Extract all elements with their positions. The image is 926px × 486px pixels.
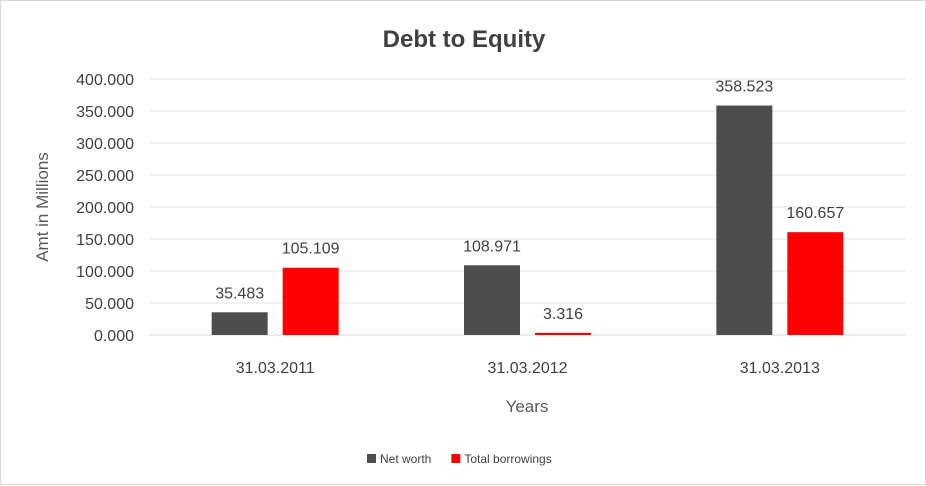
y-tick-label: 250.000 <box>76 168 134 185</box>
bar-total-borrowings <box>535 332 591 335</box>
data-label: 3.316 <box>543 306 583 323</box>
legend-label: Net worth <box>380 452 431 466</box>
x-axis-label: Years <box>506 397 549 416</box>
y-tick-label: 200.000 <box>76 200 134 217</box>
bar-total-borrowings <box>282 267 339 335</box>
data-label: 105.109 <box>282 241 340 258</box>
y-tick-label: 150.000 <box>76 232 134 249</box>
y-tick-label: 300.000 <box>76 136 134 153</box>
bar-total-borrowings <box>787 232 844 335</box>
y-tick-label: 100.000 <box>76 264 134 281</box>
x-tick-label: 31.03.2013 <box>740 360 820 377</box>
legend-label: Total borrowings <box>464 452 551 466</box>
data-label: 358.523 <box>715 79 773 96</box>
bar-net-worth <box>464 265 520 335</box>
x-tick-label: 31.03.2011 <box>236 360 315 377</box>
bar-net-worth <box>716 105 773 335</box>
legend-swatch <box>451 454 461 463</box>
data-label: 160.657 <box>786 205 844 222</box>
bar-net-worth <box>211 312 268 335</box>
legend-swatch <box>367 454 376 463</box>
y-tick-label: 50.000 <box>85 296 134 313</box>
data-label: 108.971 <box>463 238 521 255</box>
y-tick-label: 0.000 <box>94 328 134 345</box>
y-tick-label: 350.000 <box>76 104 134 121</box>
data-label: 35.483 <box>215 285 264 302</box>
y-axis-label: Amt in Millions <box>33 152 52 262</box>
y-tick-label: 400.000 <box>76 72 134 89</box>
chart-title: Debt to Equity <box>383 26 546 53</box>
x-tick-label: 31.03.2012 <box>487 360 567 377</box>
